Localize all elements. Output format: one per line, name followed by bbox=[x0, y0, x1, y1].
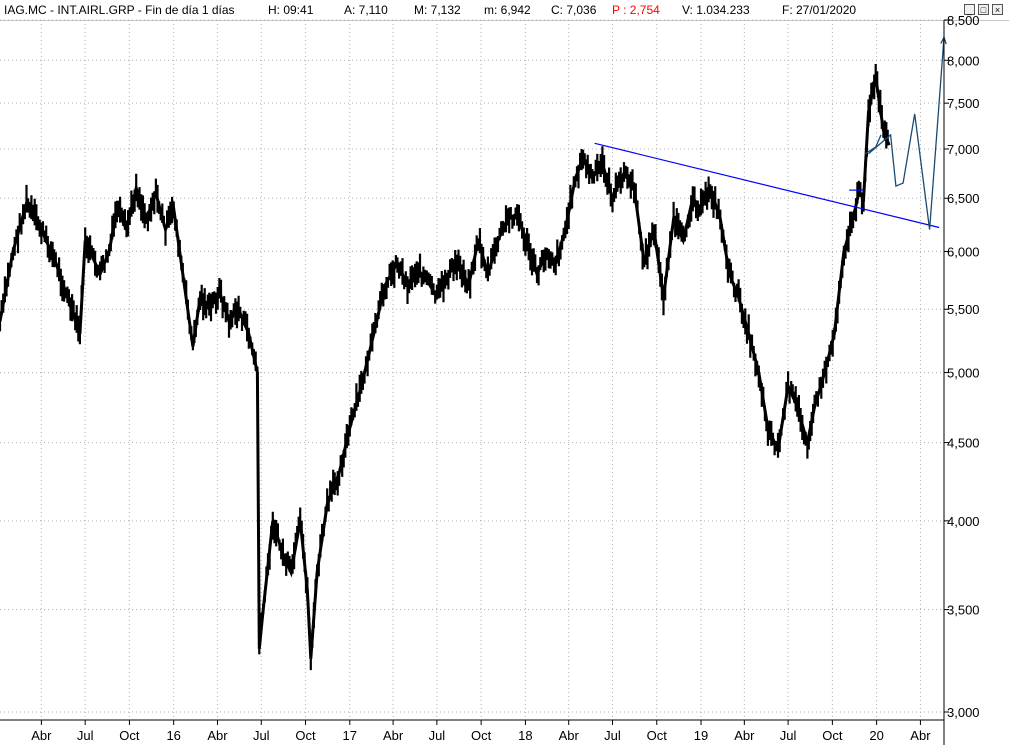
price-line bbox=[0, 76, 891, 659]
price-bars bbox=[0, 64, 889, 671]
x-tick-label: 17 bbox=[343, 728, 357, 743]
chart-header: IAG.MC - INT.AIRL.GRP - Fin de día 1 día… bbox=[0, 0, 1009, 21]
y-axis: 3,000 3,500 4,000 4,500 5,000 5,500 6,000 6,500… bbox=[943, 13, 980, 745]
y-tick-label: 3,000 bbox=[947, 705, 980, 720]
y-tick-label: 5,500 bbox=[947, 302, 980, 317]
hour-label: H: 09:41 bbox=[268, 3, 314, 17]
y-tick-label: 3,500 bbox=[947, 603, 980, 618]
x-tick-label: Oct bbox=[471, 728, 492, 743]
x-tick-label: 18 bbox=[518, 728, 532, 743]
y-tick-label: 6,000 bbox=[947, 244, 980, 259]
x-tick-label: Oct bbox=[822, 728, 843, 743]
x-tick-label: Oct bbox=[119, 728, 140, 743]
x-tick-label: 16 bbox=[166, 728, 180, 743]
x-tick-label: Jul bbox=[253, 728, 270, 743]
x-tick-label: 19 bbox=[694, 728, 708, 743]
resistance-trendline bbox=[594, 142, 940, 229]
x-tick-label: Abr bbox=[734, 728, 755, 743]
y-tick-label: 7,000 bbox=[947, 142, 980, 157]
y-tick-label: 4,000 bbox=[947, 514, 980, 529]
x-tick-label: 20 bbox=[869, 728, 883, 743]
x-tick-label: Abr bbox=[559, 728, 580, 743]
x-tick-label: Oct bbox=[295, 728, 316, 743]
open-label: A: 7,110 bbox=[344, 3, 388, 17]
x-tick-label: Abr bbox=[31, 728, 52, 743]
maximize-button[interactable]: □ bbox=[978, 4, 989, 15]
low-label: m: 6,942 bbox=[484, 3, 531, 17]
change-label: P : 2,754 bbox=[612, 3, 660, 17]
y-tick-label: 5,000 bbox=[947, 366, 980, 381]
x-tick-label: Abr bbox=[383, 728, 404, 743]
date-label: F: 27/01/2020 bbox=[782, 3, 857, 17]
x-tick-label: Jul bbox=[77, 728, 94, 743]
wedge-path bbox=[864, 134, 882, 155]
x-tick-label: Jul bbox=[429, 728, 446, 743]
y-tick-label: 4,500 bbox=[947, 436, 980, 451]
minimize-button[interactable]: _ bbox=[964, 4, 975, 15]
y-tick-label: 7,500 bbox=[947, 96, 980, 111]
y-tick-label: 8,500 bbox=[947, 13, 980, 28]
projection-path bbox=[868, 37, 945, 230]
symbol-label: IAG.MC - INT.AIRL.GRP - Fin de día 1 día… bbox=[4, 3, 235, 17]
high-label: M: 7,132 bbox=[414, 3, 461, 17]
x-axis: Abr Jul Oct 16 Abr Jul Oct 17 Abr Jul Oct 18 Abr Jul O… bbox=[0, 719, 944, 743]
annotations bbox=[594, 35, 947, 230]
y-tick-label: 6,500 bbox=[947, 191, 980, 206]
price-series bbox=[0, 64, 891, 671]
close-label: C: 7,036 bbox=[551, 3, 597, 17]
x-tick-label: Abr bbox=[207, 728, 228, 743]
y-tick-label: 8,000 bbox=[947, 53, 980, 68]
x-tick-label: Abr bbox=[910, 728, 931, 743]
close-button[interactable]: × bbox=[992, 4, 1003, 15]
x-tick-label: Jul bbox=[780, 728, 797, 743]
x-tick-label: Oct bbox=[647, 728, 668, 743]
grid bbox=[0, 19, 944, 720]
x-tick-label: Jul bbox=[604, 728, 621, 743]
volume-label: V: 1.034.233 bbox=[682, 3, 750, 17]
